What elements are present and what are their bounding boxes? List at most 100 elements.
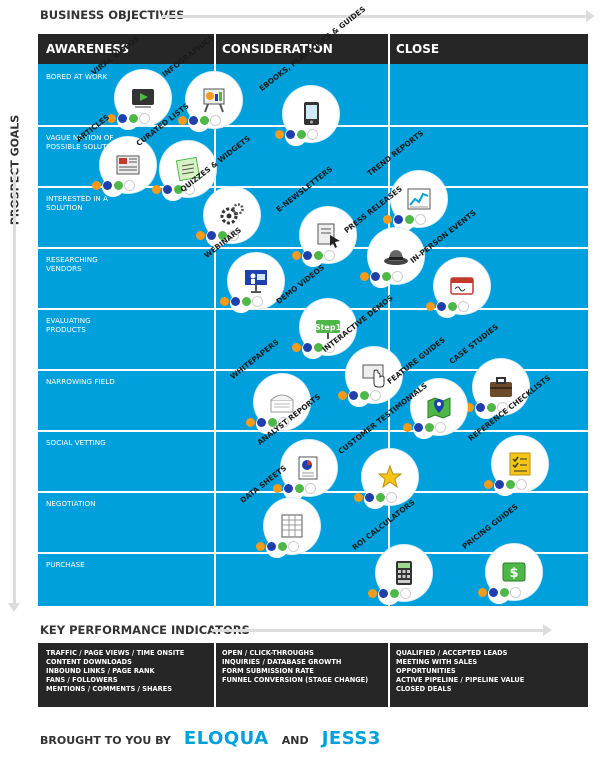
item-webinars: WEBINARS bbox=[202, 226, 284, 313]
kpi-consideration: OPEN / CLICK-THROUGHS INQUIRIES / DATABA… bbox=[222, 649, 386, 685]
audience-dots bbox=[220, 297, 280, 309]
kpi-item: FANS / FOLLOWERS bbox=[46, 676, 118, 684]
audience-dots bbox=[403, 423, 463, 435]
content-grid: AWARENESS CONSIDERATION CLOSE BORED AT W… bbox=[38, 4, 588, 606]
list-card-icon bbox=[175, 156, 201, 182]
hand-click-icon bbox=[362, 364, 385, 388]
gears-icon bbox=[220, 203, 244, 225]
prospect-goals-arrow bbox=[8, 172, 20, 612]
column-awareness: AWARENESS bbox=[46, 42, 130, 56]
row-label-vague: VAGUE NOTION OF POSSIBLE SOLUTION bbox=[46, 133, 120, 151]
paper-stack-icon bbox=[270, 394, 294, 413]
row-label-researching: RESEARCHING VENDORS bbox=[46, 255, 98, 273]
trend-chart-icon bbox=[407, 188, 431, 210]
item-articles: ARTICLES bbox=[74, 113, 156, 197]
press-hat-icon bbox=[384, 250, 408, 265]
svg-text:Step1: Step1 bbox=[315, 323, 342, 332]
item-data-sheets: DATA SHEETS bbox=[238, 463, 320, 558]
kpi-item: INBOUND LINKS / PAGE RANK bbox=[46, 667, 155, 675]
audience-dots bbox=[292, 343, 352, 355]
item-infographics: INFOGRAPHICS bbox=[160, 33, 242, 132]
row-divider bbox=[38, 430, 588, 432]
row-label-interested: INTERESTED IN A SOLUTION bbox=[46, 194, 108, 212]
footer-brought-by: BROUGHT TO YOU BY bbox=[40, 734, 171, 747]
item-case-studies: CASE STUDIES bbox=[447, 322, 529, 419]
row-label-purchase: PURCHASE bbox=[46, 560, 85, 569]
star-icon bbox=[377, 464, 403, 489]
item-reference-checklists: REFERENCE CHECKLISTS bbox=[466, 373, 552, 496]
audience-dots bbox=[360, 272, 420, 284]
column-close: CLOSE bbox=[396, 42, 440, 56]
row-label-bored: BORED AT WORK bbox=[46, 72, 108, 81]
kpi-awareness: TRAFFIC / PAGE VIEWS / TIME ONSITE CONTE… bbox=[46, 649, 214, 694]
item-e-newsletters: E-NEWSLETTERS bbox=[274, 164, 356, 267]
kpi-divider bbox=[214, 643, 216, 707]
footer-brand-jess3: JESS3 bbox=[321, 728, 381, 749]
kpi-item: QUALIFIED / ACCEPTED LEADS bbox=[396, 649, 508, 657]
dollar-bill-icon: $ bbox=[502, 562, 526, 582]
report-pie-icon bbox=[298, 456, 318, 480]
kpi-item: TRAFFIC / PAGE VIEWS / TIME ONSITE bbox=[46, 649, 185, 657]
audience-dots bbox=[368, 589, 428, 601]
audience-dots bbox=[256, 542, 316, 554]
presenter-screen-icon bbox=[245, 270, 267, 293]
audience-dots bbox=[354, 493, 414, 505]
audience-dots bbox=[107, 114, 167, 126]
kpi-item: FUNNEL CONVERSION (STAGE CHANGE) bbox=[222, 676, 369, 684]
item-pricing-guides: $ PRICING GUIDES bbox=[460, 502, 542, 604]
calculator-icon bbox=[396, 561, 412, 585]
row-divider bbox=[38, 552, 588, 554]
kpi-item: INQUIRIES / DATABASE GROWTH bbox=[222, 658, 342, 666]
business-objectives-arrow bbox=[162, 10, 595, 22]
kpi-item: OPEN / CLICK-THROUGHS bbox=[222, 649, 314, 657]
column-divider bbox=[388, 34, 390, 606]
audience-dots bbox=[338, 391, 398, 403]
audience-dots bbox=[484, 480, 544, 492]
kpi-item: MEETING WITH SALES bbox=[396, 658, 478, 666]
newspaper-icon bbox=[116, 155, 140, 175]
item-analyst-reports: ANALYST REPORTS bbox=[255, 392, 337, 500]
column-divider bbox=[214, 34, 216, 606]
item-feature-guides: FEATURE GUIDES bbox=[385, 335, 467, 439]
newsletter-cursor-icon bbox=[317, 223, 340, 248]
row-divider bbox=[38, 186, 588, 188]
footer-brand-eloqua: ELOQUA bbox=[183, 728, 269, 749]
checklist-icon bbox=[509, 452, 531, 476]
audience-dots bbox=[383, 215, 443, 227]
ebook-reader-icon bbox=[304, 102, 319, 125]
item-ebooks-playbooks-guides: EBOOKS, PLAYBOOKS & GUIDES bbox=[257, 4, 367, 146]
kpi-item: OPPORTUNITIES bbox=[396, 667, 456, 675]
row-label-social-vetting: SOCIAL VETTING bbox=[46, 438, 106, 447]
footer-and: AND bbox=[281, 734, 309, 747]
name-tag-icon bbox=[450, 277, 474, 295]
business-objectives-label: BUSINESS OBJECTIVES bbox=[40, 8, 185, 22]
audience-dots bbox=[292, 251, 352, 263]
item-label: ROI CALCULATORS bbox=[350, 497, 417, 552]
video-player-icon bbox=[132, 89, 154, 108]
item-quizzes-widgets: QUIZZES & WIDGETS bbox=[178, 134, 260, 247]
audience-dots bbox=[478, 588, 538, 600]
kpi-item: CONTENT DOWNLOADS bbox=[46, 658, 132, 666]
row-label-negotiation: NEGOTIATION bbox=[46, 499, 96, 508]
row-label-narrowing: NARROWING FIELD bbox=[46, 377, 115, 386]
easel-chart-icon bbox=[203, 88, 225, 113]
kpi-item: FORM SUBMISSION RATE bbox=[222, 667, 314, 675]
step-sign-icon: Step1 bbox=[315, 320, 342, 339]
spreadsheet-icon bbox=[281, 514, 303, 538]
audience-dots bbox=[196, 231, 256, 243]
item-demo-videos: Step1 DEMO VIDEOS bbox=[274, 263, 356, 359]
kpi-item: CLOSED DEALS bbox=[396, 685, 452, 693]
audience-dots bbox=[275, 130, 335, 142]
kpi-item: ACTIVE PIPELINE / PIPELINE VALUE bbox=[396, 676, 525, 684]
kpi-close: QUALIFIED / ACCEPTED LEADS MEETING WITH … bbox=[396, 649, 582, 694]
audience-dots bbox=[273, 484, 333, 496]
grid-header bbox=[38, 34, 588, 64]
briefcase-icon bbox=[490, 377, 512, 397]
audience-dots bbox=[246, 418, 306, 430]
kpi-divider bbox=[388, 643, 390, 707]
item-roi-calculators: ROI CALCULATORS bbox=[350, 498, 432, 605]
item-press-releases: PRESS RELEASES bbox=[342, 184, 424, 288]
item-whitepapers: WHITEPAPERS bbox=[228, 338, 310, 434]
item-trend-reports: TREND REPORTS bbox=[365, 129, 447, 231]
audience-dots bbox=[465, 403, 525, 415]
